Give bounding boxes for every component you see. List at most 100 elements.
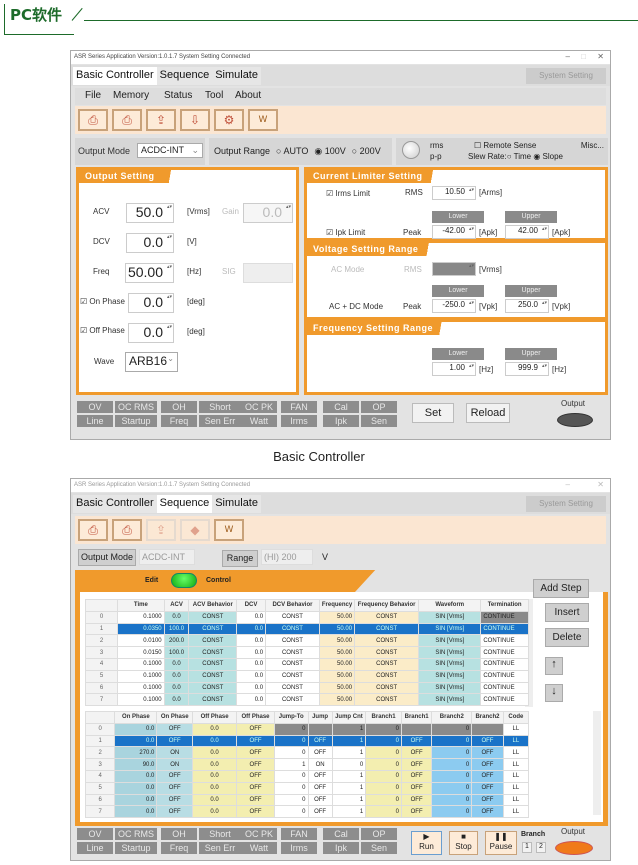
- table-cell[interactable]: 0: [365, 781, 402, 795]
- table-row[interactable]: 4 0.0 OFF 0.0 OFF 0 OFF 1 0 OFF 0 OFF LL: [84, 769, 530, 783]
- table-cell[interactable]: OFF: [307, 805, 333, 819]
- column-header[interactable]: Branch1: [365, 711, 402, 724]
- table-cell[interactable]: 1: [331, 734, 367, 748]
- add-step-button[interactable]: Add Step: [533, 579, 589, 598]
- table-cell[interactable]: OFF: [307, 793, 333, 807]
- save-icon[interactable]: ⎙: [112, 519, 142, 541]
- table-cell[interactable]: 0: [365, 722, 402, 736]
- table-cell[interactable]: 0.0: [114, 781, 158, 795]
- acv-input[interactable]: 50.0: [126, 203, 174, 223]
- table-cell[interactable]: 50.00: [318, 610, 356, 624]
- table-cell[interactable]: 100.0: [163, 646, 190, 659]
- table-cell[interactable]: OFF: [471, 793, 504, 807]
- table-row[interactable]: 1 0.0350 100.0 CONST 0.0 CONST 50.00 CONST SIN […: [84, 622, 529, 636]
- tab-sequence[interactable]: Sequence: [156, 495, 213, 513]
- tab-sequence[interactable]: Sequence: [156, 67, 213, 85]
- table-cell[interactable]: 0: [365, 758, 402, 771]
- range-button[interactable]: Range: [222, 550, 258, 567]
- table-cell[interactable]: OFF: [471, 769, 504, 783]
- table-cell[interactable]: OFF: [400, 805, 433, 819]
- table-cell[interactable]: CONST: [265, 610, 320, 624]
- table-row[interactable]: 7 0.1000 0.0 CONST 0.0 CONST 50.00 CONST SIN [Vr…: [84, 693, 529, 707]
- table-cell[interactable]: CONST: [265, 669, 320, 683]
- table-cell[interactable]: OFF: [236, 793, 275, 807]
- upload-icon[interactable]: ⇪: [146, 519, 176, 541]
- table-cell[interactable]: 2: [84, 634, 119, 648]
- table-cell[interactable]: 0.0: [236, 610, 267, 624]
- table-cell[interactable]: OFF: [156, 793, 194, 807]
- table-cell[interactable]: 0: [431, 758, 473, 771]
- range-200v-radio[interactable]: ○ 200V: [351, 146, 381, 156]
- table-cell[interactable]: 0.0350: [117, 622, 165, 636]
- table-cell[interactable]: 1: [84, 622, 119, 636]
- column-header[interactable]: Jump Cnt: [331, 711, 367, 724]
- table-cell[interactable]: OFF: [156, 805, 194, 819]
- table-cell[interactable]: 0.0: [114, 722, 158, 736]
- table-cell[interactable]: ON: [156, 758, 194, 771]
- column-header[interactable]: Time: [117, 599, 165, 612]
- column-header[interactable]: Branch2: [471, 711, 504, 724]
- table-cell[interactable]: 7: [84, 693, 119, 707]
- on-phase-input[interactable]: 0.0: [128, 293, 174, 313]
- column-header[interactable]: Branch1: [400, 711, 433, 724]
- table-row[interactable]: 4 0.1000 0.0 CONST 0.0 CONST 50.00 CONST SIN [Vr…: [84, 657, 529, 671]
- table-cell[interactable]: CONST: [354, 669, 420, 683]
- table-cell[interactable]: CONST: [265, 622, 320, 636]
- table-row[interactable]: 6 0.1000 0.0 CONST 0.0 CONST 50.00 CONST SIN [Vr…: [84, 681, 529, 695]
- table-cell[interactable]: 0: [84, 722, 116, 736]
- minimize-button[interactable]: –: [565, 480, 570, 489]
- table-cell[interactable]: 0.0: [192, 746, 238, 760]
- branch-1-button[interactable]: 1: [522, 842, 532, 853]
- table-cell[interactable]: CONST: [188, 693, 238, 707]
- table-cell[interactable]: OFF: [400, 793, 433, 807]
- table-cell[interactable]: LL: [502, 746, 530, 760]
- rms-pp-toggle[interactable]: [402, 141, 420, 159]
- table-cell[interactable]: CONTINUE: [480, 646, 529, 659]
- table-cell[interactable]: CONST: [265, 681, 320, 695]
- table-cell[interactable]: 0.0: [192, 758, 238, 771]
- table-cell[interactable]: 0.0: [236, 693, 267, 707]
- table-cell[interactable]: 0: [431, 734, 473, 748]
- irms-input[interactable]: 10.50: [432, 186, 476, 200]
- table-cell[interactable]: SIN [Vrms]: [418, 669, 482, 683]
- off-phase-input[interactable]: 0.0: [128, 323, 174, 343]
- table-cell[interactable]: OFF: [400, 734, 433, 748]
- column-header[interactable]: Termination: [480, 599, 529, 612]
- table-cell[interactable]: OFF: [400, 746, 433, 760]
- table-cell[interactable]: OFF: [471, 781, 504, 795]
- insert-button[interactable]: Insert: [545, 603, 589, 622]
- table-cell[interactable]: OFF: [236, 781, 275, 795]
- table-cell[interactable]: 0: [273, 793, 309, 807]
- column-header[interactable]: On Phase: [114, 711, 158, 724]
- table-cell[interactable]: 50.00: [318, 693, 356, 707]
- ipk-limit-checkbox[interactable]: ☑ Ipk Limit: [326, 228, 366, 237]
- menu-memory[interactable]: Memory: [113, 90, 150, 101]
- table-cell[interactable]: [471, 722, 504, 736]
- table-cell[interactable]: 0.0: [163, 657, 190, 671]
- table-cell[interactable]: SIN [Vrms]: [418, 634, 482, 648]
- on-phase-checkbox[interactable]: ☑ On Phase: [80, 297, 125, 306]
- menu-status[interactable]: Status: [164, 90, 193, 101]
- table-cell[interactable]: CONST: [265, 634, 320, 648]
- column-header[interactable]: Waveform: [418, 599, 482, 612]
- table-cell[interactable]: OFF: [471, 758, 504, 771]
- settings-icon[interactable]: ⚙: [214, 109, 244, 131]
- table-cell[interactable]: CONTINUE: [480, 622, 529, 636]
- ac-rms-input[interactable]: [432, 262, 476, 276]
- table-cell[interactable]: SIN [Vrms]: [418, 681, 482, 695]
- table-cell[interactable]: OFF: [400, 758, 433, 771]
- table-cell[interactable]: 5: [84, 781, 116, 795]
- table-cell[interactable]: 0: [365, 793, 402, 807]
- table-cell[interactable]: LL: [502, 769, 530, 783]
- table-cell[interactable]: SIN [Vrms]: [418, 657, 482, 671]
- table-cell[interactable]: 0: [431, 781, 473, 795]
- table-cell[interactable]: 0: [431, 793, 473, 807]
- table-row[interactable]: 2 0.0100 200.0 CONST 0.0 CONST 50.00 CONST SIN […: [84, 634, 529, 648]
- table-cell[interactable]: OFF: [471, 746, 504, 760]
- table-cell[interactable]: 0: [273, 722, 309, 736]
- ipk-upper-input[interactable]: 42.00: [505, 225, 549, 239]
- table-cell[interactable]: CONTINUE: [480, 693, 529, 707]
- table-cell[interactable]: 0.0: [192, 734, 238, 748]
- table-cell[interactable]: 3: [84, 758, 116, 771]
- table-cell[interactable]: 1: [331, 769, 367, 783]
